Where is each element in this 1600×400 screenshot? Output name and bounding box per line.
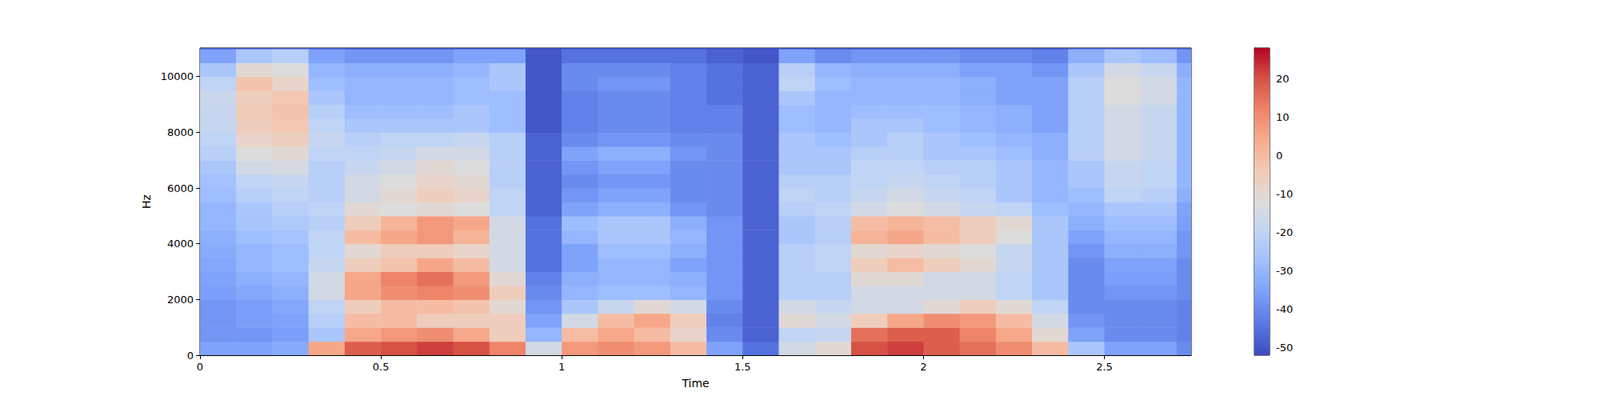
svg-text:0: 0 xyxy=(187,349,194,362)
svg-text:-40: -40 xyxy=(1276,303,1293,316)
svg-text:2000: 2000 xyxy=(167,293,194,306)
svg-text:2.5: 2.5 xyxy=(1096,360,1113,373)
svg-text:-10: -10 xyxy=(1276,188,1293,200)
svg-text:10: 10 xyxy=(1276,111,1290,124)
svg-text:2: 2 xyxy=(920,360,927,373)
svg-text:6000: 6000 xyxy=(167,182,194,195)
svg-text:4000: 4000 xyxy=(167,237,194,250)
svg-text:1: 1 xyxy=(558,360,565,373)
svg-text:0.5: 0.5 xyxy=(372,360,390,373)
svg-text:8000: 8000 xyxy=(167,126,194,139)
svg-text:20: 20 xyxy=(1276,72,1290,85)
svg-text:Hz: Hz xyxy=(140,194,153,209)
svg-text:Time: Time xyxy=(680,376,709,390)
svg-text:0: 0 xyxy=(196,360,204,373)
svg-text:-20: -20 xyxy=(1276,226,1293,239)
svg-text:10000: 10000 xyxy=(160,70,194,83)
svg-text:0: 0 xyxy=(1276,149,1283,162)
svg-text:-50: -50 xyxy=(1276,341,1293,354)
svg-text:-30: -30 xyxy=(1276,264,1293,277)
svg-text:1.5: 1.5 xyxy=(734,360,752,373)
